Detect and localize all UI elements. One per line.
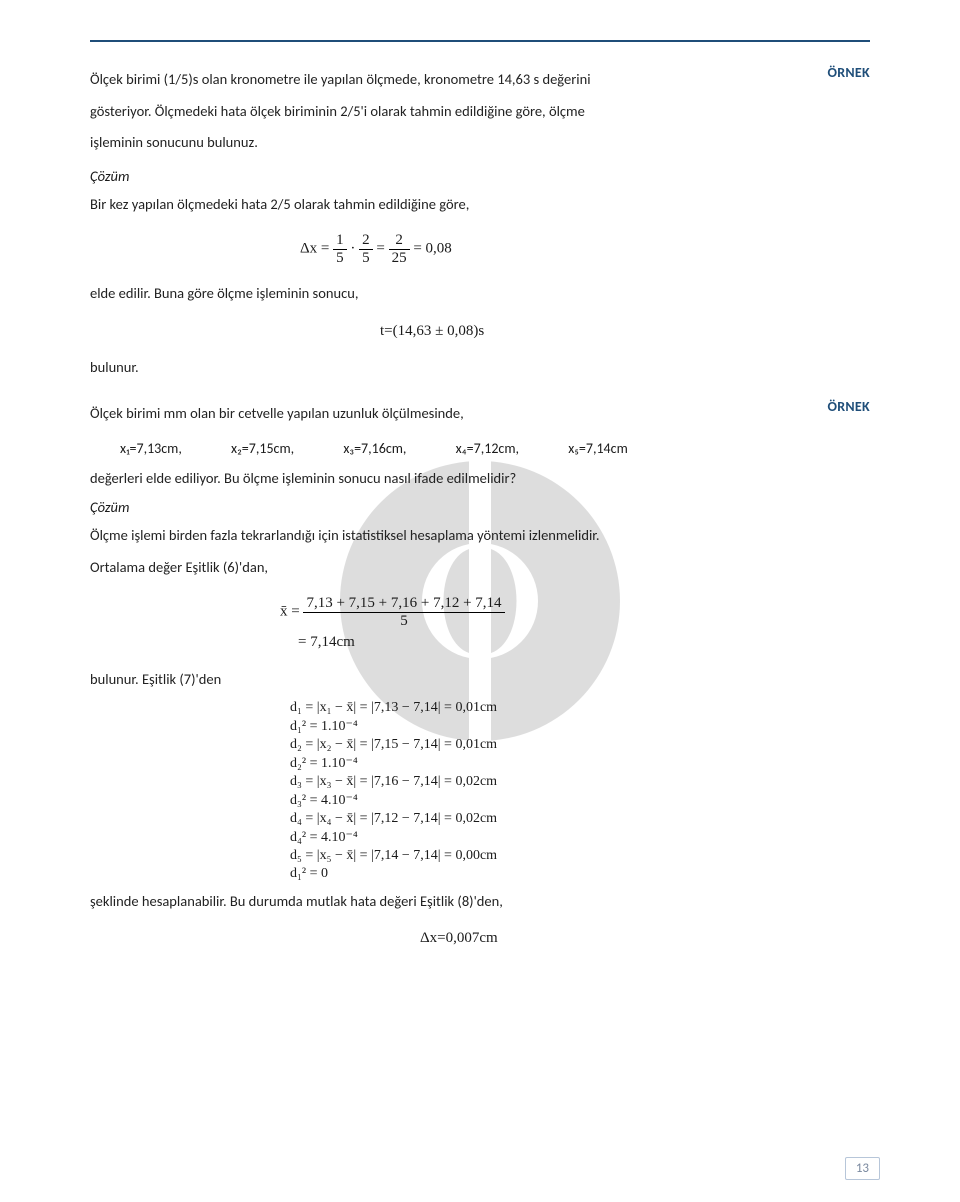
measurements-row: x₁=7,13cm, x₂=7,15cm, x₃=7,16cm, x₄=7,12…	[120, 440, 870, 457]
measure-x1: x₁=7,13cm,	[120, 440, 182, 457]
eq-d3sq: d₃² = 4.10⁻⁴	[290, 792, 870, 809]
eq-dx-f2n: 2	[359, 232, 373, 250]
eq-d2: d₂ = |x₂ − x̄| = |7,15 − 7,14| = 0,01cm	[290, 737, 870, 753]
eq-d3: d₃ = |x₃ − x̄| = |7,16 − 7,14| = 0,02cm	[290, 774, 870, 790]
solution2-bulunur: bulunur. Eşitlik (7)'den	[90, 666, 870, 694]
eq-d4sq: d₄² = 4.10⁻⁴	[290, 829, 870, 846]
eq-dx-f3d: 25	[389, 250, 410, 267]
equation-delta-x: Δx = 15 · 25 = 225 = 0,08	[300, 232, 870, 266]
solution1-intro: Bir kez yapılan ölçmedeki hata 2/5 olara…	[90, 191, 870, 219]
eq-mean-den: 5	[303, 613, 504, 630]
eq-d1sq: d₁² = 1.10⁻⁴	[290, 718, 870, 735]
solution-heading-1: Çözüm	[90, 167, 870, 185]
problem2-intro: Ölçek birimi mm olan bir cetvelle yapıla…	[90, 400, 870, 428]
solution2-line1: Ölçme işlemi birden fazla tekrarlandığı …	[90, 522, 870, 550]
solution1-bulunur: bulunur.	[90, 354, 870, 382]
measure-x2: x₂=7,15cm,	[231, 440, 294, 457]
measure-x3: x₃=7,16cm,	[343, 440, 406, 457]
eq-dx-mult: ·	[350, 241, 355, 257]
problem1-line2: gösteriyor. Ölçmedeki hata ölçek birimin…	[90, 98, 870, 126]
equation-dx-final: Δx=0,007cm	[420, 929, 870, 948]
eq-mean-lhs: x̄ =	[280, 604, 300, 620]
eq-dx-f1n: 1	[333, 232, 347, 250]
eq-d5sq: d₁² = 0	[290, 866, 870, 882]
measure-x5: x₅=7,14cm	[568, 440, 628, 457]
problem1-line1: Ölçek birimi (1/5)s olan kronometre ile …	[90, 66, 870, 94]
eq-dx-f2d: 5	[359, 250, 373, 267]
example-badge-1: ÖRNEK	[827, 64, 870, 81]
example-badge-2: ÖRNEK	[827, 398, 870, 415]
equation-mean: x̄ = 7,13 + 7,15 + 7,16 + 7,12 + 7,14 5 …	[280, 595, 870, 652]
eq-dx-f3n: 2	[389, 232, 410, 250]
top-rule	[90, 40, 870, 42]
eq-dx-f1d: 5	[333, 250, 347, 267]
eq-d5: d₅ = |x₅ − x̄| = |7,14 − 7,14| = 0,00cm	[290, 848, 870, 864]
deviation-block: d₁ = |x₁ − x̄| = |7,13 − 7,14| = 0,01cm …	[290, 700, 870, 882]
problem2-question: değerleri elde ediliyor. Bu ölçme işlemi…	[90, 465, 870, 493]
solution1-elde: elde edilir. Buna göre ölçme işleminin s…	[90, 280, 870, 308]
problem1-line3: işleminin sonucunu bulunuz.	[90, 129, 870, 157]
eq-mean-num: 7,13 + 7,15 + 7,16 + 7,12 + 7,14	[303, 595, 504, 613]
measure-x4: x₄=7,12cm,	[456, 440, 519, 457]
eq-d2sq: d₂² = 1.10⁻⁴	[290, 755, 870, 772]
eq-dx-eq1: =	[376, 241, 384, 257]
solution-heading-2: Çözüm	[90, 498, 870, 516]
eq-dx-prefix: Δx =	[300, 241, 329, 257]
eq-d1: d₁ = |x₁ − x̄| = |7,13 − 7,14| = 0,01cm	[290, 700, 870, 716]
eq-dx-suffix: = 0,08	[413, 241, 451, 257]
eq-mean-result: = 7,14cm	[298, 633, 870, 652]
page-number: 13	[845, 1157, 880, 1180]
solution2-line2: Ortalama değer Eşitlik (6)'dan,	[90, 554, 870, 582]
eq-d4: d₄ = |x₄ − x̄| = |7,12 − 7,14| = 0,02cm	[290, 811, 870, 827]
solution2-conclusion: şeklinde hesaplanabilir. Bu durumda mutl…	[90, 888, 870, 916]
equation-t-result: t=(14,63 ± 0,08)s	[380, 322, 870, 341]
